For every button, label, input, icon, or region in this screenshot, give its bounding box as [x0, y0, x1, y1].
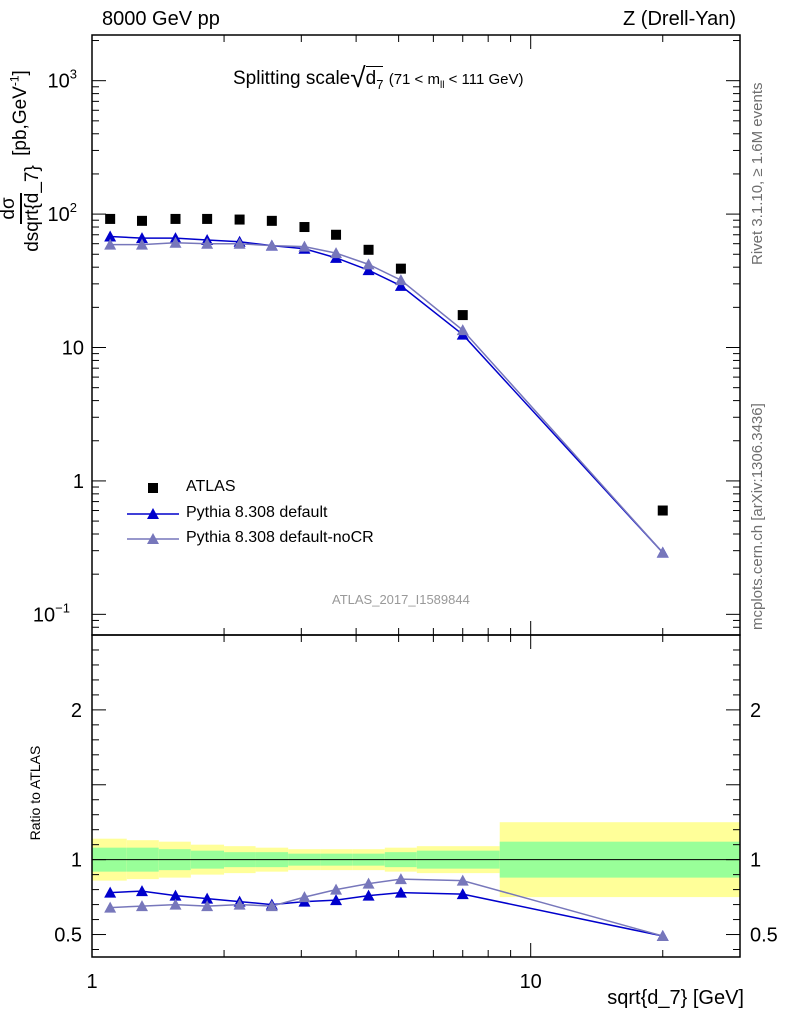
- ratio-y-tick-label: 1: [71, 850, 82, 872]
- ratio-point-0: [456, 888, 469, 900]
- y-tick-label: 1: [73, 471, 84, 493]
- title-symbol: d7: [365, 66, 384, 92]
- atlas-point: [105, 213, 116, 224]
- ratio-y-axis-label: Ratio to ATLAS: [27, 745, 43, 841]
- ratio-point-0: [201, 892, 214, 904]
- x-tick-label: 10: [520, 971, 542, 993]
- ratio-point-0: [394, 886, 407, 898]
- ratio-frame: [91, 634, 741, 958]
- series-line-1: [110, 235, 664, 554]
- atlas-point: [457, 310, 468, 321]
- legend-item-atlas: ATLAS: [186, 478, 236, 495]
- y-axis-fraction: dσ dsqrt{d_7}: [0, 165, 43, 252]
- ratio-line-1: [110, 878, 663, 937]
- ratio-point-1: [456, 874, 469, 886]
- pythia-point-2: [394, 274, 407, 286]
- ratio-point-0: [169, 889, 182, 901]
- pythia-point-2: [233, 237, 246, 249]
- ratio-point-1: [104, 901, 117, 913]
- y-tick-label: 103: [48, 67, 77, 93]
- ratio-point-0: [330, 894, 343, 906]
- atlas-point: [363, 244, 374, 255]
- atlas-point: [395, 263, 406, 274]
- ratio-y-tick-label: 2: [71, 700, 82, 722]
- pythia-point-2: [135, 238, 148, 250]
- title-cut: (71 < mll < 111 GeV): [388, 71, 524, 91]
- legend-marker-default: [147, 508, 159, 519]
- legend-marker-atlas: [148, 483, 158, 493]
- pythia-point-2: [330, 247, 343, 259]
- y-tick-label: 102: [48, 200, 77, 226]
- ratio-point-0: [135, 885, 148, 897]
- header-right: Z (Drell-Yan): [623, 8, 736, 30]
- sqrt-symbol: √: [350, 62, 366, 93]
- x-axis-label: sqrt{d_7} [GeV]: [607, 987, 744, 1009]
- title-prefix: Splitting scale: [233, 68, 351, 89]
- legend-item-pythia-nocr: Pythia 8.308 default-noCR: [186, 529, 374, 546]
- pythia-point-1: [394, 279, 407, 291]
- ratio-line-0: [110, 890, 663, 937]
- legend-item-pythia-default: Pythia 8.308 default: [186, 504, 328, 521]
- ratio-point-0: [362, 889, 375, 901]
- pythia-point-2: [456, 324, 469, 336]
- pythia-point-1: [362, 264, 375, 276]
- main-title: Splitting scale√d7 (71 < mll < 111 GeV): [233, 62, 524, 94]
- pythia-point-2: [362, 258, 375, 270]
- pythia-point-1: [104, 230, 117, 242]
- pythia-point-2: [201, 237, 214, 249]
- ratio-point-1: [169, 898, 182, 910]
- atlas-point: [202, 213, 213, 224]
- pythia-point-2: [298, 240, 311, 252]
- ratio-point-1: [201, 900, 214, 912]
- header-left: 8000 GeV pp: [102, 8, 220, 30]
- y-tick-label: 10: [62, 338, 84, 360]
- ratio-point-1: [135, 900, 148, 912]
- atlas-point: [234, 214, 245, 225]
- analysis-id: ATLAS_2017_I1589844: [332, 592, 470, 607]
- atlas-point: [136, 215, 147, 226]
- main-panel: 10−1 1 10 102 103: [33, 34, 741, 636]
- ratio-point-0: [104, 886, 117, 898]
- pythia-point-2: [169, 236, 182, 248]
- ratio-point-1: [362, 877, 375, 889]
- atlas-point: [299, 222, 310, 233]
- atlas-point: [170, 213, 181, 224]
- ratio-panel: 1 10 0.5 0.5 1 1 2 2: [54, 634, 778, 993]
- pythia-point-1: [135, 232, 148, 244]
- ratio-point-1: [265, 900, 278, 912]
- y-axis-label: dσ dsqrt{d_7} [pb,GeV-1]: [0, 38, 44, 288]
- atlas-point: [657, 505, 668, 516]
- legend-markers: [127, 483, 179, 544]
- pythia-point-2: [656, 546, 669, 558]
- ratio-y-tick-label-right: 2: [750, 700, 761, 722]
- series-line-2: [110, 241, 664, 554]
- ratio-point-1: [233, 898, 246, 910]
- mcplots-label: mcplots.cern.ch [arXiv:1306.3436]: [749, 403, 766, 630]
- rivet-label: Rivet 3.1.10, ≥ 1.6M events: [749, 82, 766, 266]
- pythia-point-2: [265, 239, 278, 251]
- ratio-point-1: [656, 930, 669, 942]
- pythia-point-2: [104, 238, 117, 250]
- ratio-y-tick-label: 0.5: [54, 925, 82, 947]
- ratio-y-tick-label-right: 0.5: [750, 925, 778, 947]
- ratio-point-1: [330, 883, 343, 895]
- ratio-point-1: [298, 891, 311, 903]
- y-tick-label: 10−1: [33, 600, 70, 626]
- legend-marker-nocr: [147, 533, 159, 544]
- atlas-point: [331, 229, 342, 240]
- atlas-point: [266, 215, 277, 226]
- ratio-point-1: [394, 873, 407, 885]
- x-tick-label: 1: [86, 971, 97, 993]
- ratio-y-tick-label-right: 1: [750, 850, 761, 872]
